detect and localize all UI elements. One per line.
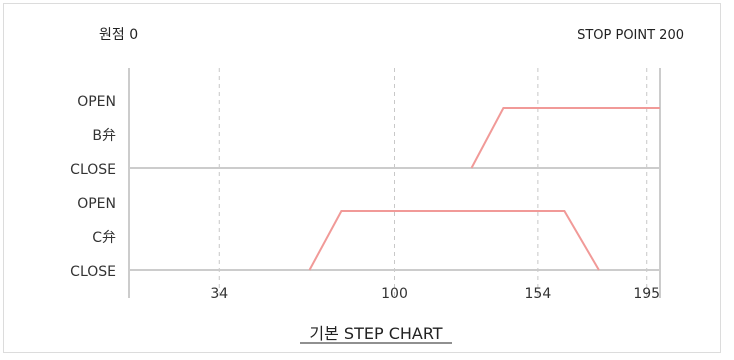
chart-title: 기본 STEP CHART xyxy=(309,324,442,343)
c-valve-close-label: CLOSE xyxy=(70,264,116,280)
x-tick-label: 195 xyxy=(633,286,660,302)
b-valve-open-label: OPEN xyxy=(77,94,116,110)
stop-point-label: STOP POINT 200 xyxy=(577,28,684,43)
b-valve-close-label: CLOSE xyxy=(70,162,116,178)
series-layer xyxy=(308,107,660,271)
x-tick-label: 100 xyxy=(381,286,408,302)
b-valve-name-label: B弁 xyxy=(92,128,116,144)
grid-layer xyxy=(218,68,648,298)
x-tick-label: 34 xyxy=(210,286,228,302)
series-line-b-valve xyxy=(470,107,660,169)
x-tick-labels: 34 100 154 195 xyxy=(210,286,660,302)
c-valve-name-label: C弁 xyxy=(92,230,116,246)
chart-frame xyxy=(3,3,721,353)
x-tick-label: 154 xyxy=(525,286,552,302)
origin-label: 원점 0 xyxy=(99,27,138,43)
c-valve-open-label: OPEN xyxy=(77,196,116,212)
series-line-c-valve xyxy=(308,210,600,271)
